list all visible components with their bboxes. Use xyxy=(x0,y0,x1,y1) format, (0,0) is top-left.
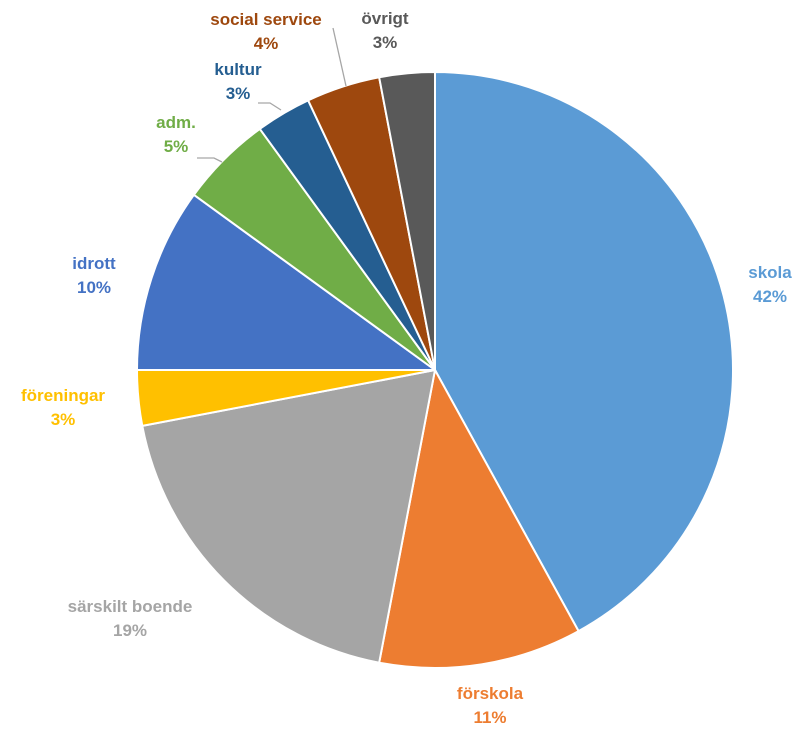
data-label-category: övrigt xyxy=(361,9,409,28)
data-label-category: förskola xyxy=(457,684,524,703)
data-label-percent: 3% xyxy=(226,84,251,103)
data-label-adm: adm. 5% xyxy=(156,113,196,156)
data-label-sarskilt-boende: särskilt boende 19% xyxy=(68,597,193,640)
pie-slice-idrott xyxy=(136,193,436,371)
slices-layer xyxy=(136,71,734,669)
data-label-forskola: förskola 11% xyxy=(457,684,524,727)
pie-slice-sarskilt-boende xyxy=(141,369,436,664)
data-label-percent: 3% xyxy=(51,410,76,429)
data-label-percent: 3% xyxy=(373,33,398,52)
data-label-percent: 11% xyxy=(473,708,506,727)
data-label-percent: 10% xyxy=(77,278,111,297)
pie-slice-skola xyxy=(434,71,734,633)
data-label-ovrigt: övrigt 3% xyxy=(361,9,409,52)
data-label-category: kultur xyxy=(214,60,262,79)
pie-slice-forskola xyxy=(378,369,580,669)
data-label-category: föreningar xyxy=(21,386,105,405)
data-label-foreningar: föreningar 3% xyxy=(21,386,105,429)
data-label-kultur: kultur 3% xyxy=(214,60,262,103)
data-label-skola: skola 42% xyxy=(748,263,792,306)
labels-layer: skola 42% förskola 11% särskilt boende 19% för… xyxy=(21,9,792,727)
data-label-idrott: idrott 10% xyxy=(72,254,116,297)
leader-lines-layer xyxy=(197,27,347,163)
data-label-category: adm. xyxy=(156,113,196,132)
data-label-percent: 42% xyxy=(753,287,787,306)
pie-slice-ovrigt xyxy=(378,71,436,371)
data-label-percent: 5% xyxy=(164,137,189,156)
data-label-percent: 4% xyxy=(254,34,279,53)
data-label-category: särskilt boende xyxy=(68,597,193,616)
data-label-social-service: social service 4% xyxy=(210,10,322,53)
data-label-category: skola xyxy=(748,263,792,282)
data-label-category: idrott xyxy=(72,254,116,273)
leader-line-adm xyxy=(197,157,223,163)
data-label-category: social service xyxy=(210,10,322,29)
data-label-percent: 19% xyxy=(113,621,147,640)
leader-line-kultur xyxy=(258,102,282,111)
leader-line-social-service xyxy=(332,27,347,87)
